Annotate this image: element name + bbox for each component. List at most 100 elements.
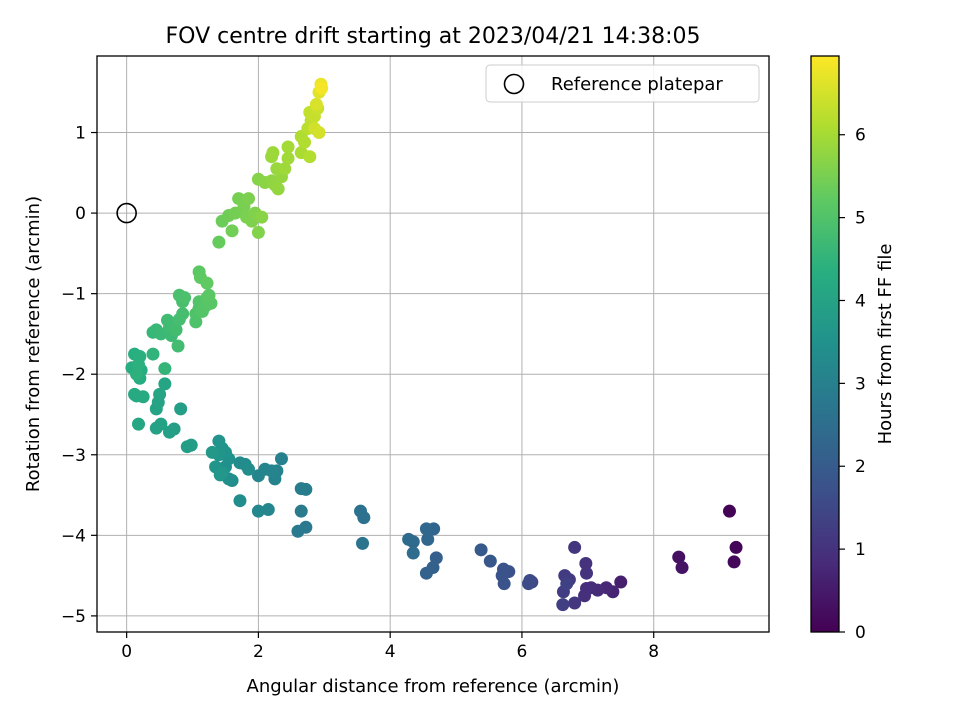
scatter-point: [578, 589, 592, 603]
scatter-point: [271, 182, 285, 196]
y-tick-label: −1: [61, 285, 86, 305]
reference-marker: [116, 202, 137, 224]
scatter-point: [298, 135, 312, 149]
x-tick-label: 8: [648, 642, 659, 662]
scatter-point: [309, 97, 323, 111]
chart-title: FOV centre drift starting at 2023/04/21 …: [166, 24, 701, 49]
scatter-point: [278, 162, 292, 176]
colorbar-tick-label: 4: [855, 291, 866, 311]
scatter-point: [251, 469, 265, 483]
scatter-point: [274, 452, 288, 466]
scatter-point: [178, 291, 192, 305]
scatter-point: [421, 532, 435, 546]
scatter-point: [233, 494, 247, 508]
scatter-point: [356, 536, 370, 550]
scatter-point: [225, 224, 239, 238]
scatter-point: [162, 425, 176, 439]
x-tick-label: 0: [121, 642, 132, 662]
scatter-point: [265, 464, 279, 478]
scatter-point: [158, 377, 172, 391]
scatter-point: [675, 561, 689, 575]
scatter-point: [560, 577, 574, 591]
grid: [97, 56, 769, 632]
scatter-point: [281, 140, 295, 154]
scatter-point: [146, 347, 160, 361]
colorbar: 0 1 2 3 4 5 6 Hours from first FF file: [810, 55, 896, 643]
scatter-point: [402, 532, 416, 546]
scatter-point: [312, 126, 326, 140]
scatter-point: [357, 511, 371, 525]
legend-label: Reference platepar: [551, 74, 723, 95]
colorbar-gradient: [811, 56, 839, 632]
colorbar-tick-label: 3: [855, 374, 866, 394]
scatter-point: [251, 225, 265, 239]
scatter-point: [419, 522, 433, 536]
x-axis-label: Angular distance from reference (arcmin): [247, 676, 620, 697]
legend-marker: [503, 73, 525, 95]
scatter-point: [672, 550, 686, 564]
scatter-point: [406, 546, 420, 560]
scatter-point: [205, 445, 219, 459]
scatter-point: [180, 440, 194, 454]
scatter-point: [255, 210, 269, 224]
scatter-point: [483, 554, 497, 568]
legend-box: [485, 64, 760, 103]
y-axis-label: Rotation from reference (arcmin): [23, 196, 44, 492]
colorbar-frame: [810, 55, 840, 633]
scatter-point: [158, 362, 172, 376]
x-axis-ticks: 0 2 4 6 8: [121, 632, 659, 662]
scatter-point: [149, 421, 163, 435]
scatter-point: [169, 323, 183, 337]
x-tick-label: 2: [253, 642, 264, 662]
colorbar-tick-label: 6: [855, 126, 866, 146]
y-tick-label: −5: [61, 607, 86, 627]
scatter-point: [568, 540, 582, 554]
x-tick-label: 6: [517, 642, 528, 662]
colorbar-tick-label: 0: [855, 623, 866, 643]
legend: Reference platepar: [485, 64, 760, 103]
scatter-point: [171, 339, 185, 353]
colorbar-tick-label: 5: [855, 209, 866, 229]
scatter-point: [242, 192, 256, 206]
plot-background: [97, 56, 769, 632]
x-tick-label: 4: [385, 642, 396, 662]
scatter-point: [136, 390, 150, 404]
scatter-point: [727, 555, 741, 569]
plot-area: 0 2 4 6 8 −5 −4 −3 −2 −1 0 1: [61, 55, 770, 662]
scatter-point: [153, 387, 167, 401]
scatter-point: [614, 575, 628, 589]
scatter-point: [132, 358, 146, 372]
scatter-point: [474, 543, 488, 557]
scatter-point: [580, 566, 594, 580]
scatter-point: [303, 150, 317, 164]
scatter-point: [556, 598, 570, 612]
scatter-point: [261, 503, 275, 517]
scatter-point: [294, 504, 308, 518]
scatter-point: [729, 540, 743, 554]
scatter-point: [315, 81, 329, 95]
scatter-point: [568, 596, 582, 610]
scatter-point: [160, 313, 174, 327]
y-tick-label: −4: [61, 526, 86, 546]
scatter-point: [212, 235, 226, 249]
y-tick-label: −2: [61, 365, 86, 385]
scatter-point: [132, 417, 146, 431]
scatter-point: [722, 504, 736, 518]
plot-frame: [96, 55, 770, 633]
scatter-point: [291, 524, 305, 538]
scatter-point: [497, 577, 511, 591]
scatter-point: [213, 468, 227, 482]
colorbar-label: Hours from first FF file: [875, 244, 896, 445]
scatter-point: [579, 557, 593, 571]
scatter-point: [202, 288, 216, 302]
scatter-point: [522, 577, 536, 591]
y-axis-ticks: −5 −4 −3 −2 −1 0 1: [61, 124, 97, 627]
scatter-point: [200, 276, 214, 290]
colorbar-tick-label: 1: [855, 540, 866, 560]
y-tick-label: −3: [61, 446, 86, 466]
y-tick-label: 0: [75, 204, 86, 224]
scatter-point: [176, 307, 190, 321]
colorbar-tick-label: 2: [855, 457, 866, 477]
scatter-point: [242, 462, 256, 476]
scatter-point: [419, 566, 433, 580]
